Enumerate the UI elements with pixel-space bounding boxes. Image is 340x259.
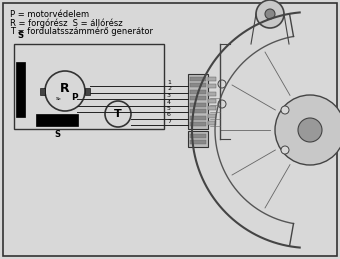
- Circle shape: [256, 0, 284, 28]
- Text: R: R: [60, 82, 70, 95]
- Text: 5: 5: [167, 106, 171, 111]
- Bar: [188, 74, 208, 129]
- Bar: [190, 134, 206, 138]
- Bar: [188, 131, 208, 147]
- Circle shape: [281, 146, 289, 154]
- Text: 3: 3: [167, 93, 171, 98]
- Bar: [190, 77, 206, 81]
- Bar: [208, 114, 216, 118]
- Bar: [208, 92, 216, 96]
- Bar: [190, 90, 206, 94]
- Circle shape: [45, 71, 85, 111]
- Bar: [208, 84, 216, 88]
- Bar: [190, 83, 206, 87]
- Circle shape: [275, 95, 340, 165]
- Text: P: P: [71, 93, 77, 103]
- Circle shape: [298, 118, 322, 142]
- Bar: [190, 122, 206, 126]
- Circle shape: [105, 101, 131, 127]
- Bar: [85, 88, 90, 95]
- Text: R = forgórész  S = állórész: R = forgórész S = állórész: [10, 18, 123, 27]
- Circle shape: [218, 80, 226, 88]
- Bar: [190, 96, 206, 100]
- Bar: [16, 62, 25, 117]
- Text: P = motorvédelem: P = motorvédelem: [10, 10, 89, 19]
- Text: T: T: [114, 109, 122, 119]
- Bar: [190, 103, 206, 107]
- Text: S: S: [17, 31, 23, 40]
- Text: 1: 1: [167, 80, 171, 85]
- Text: sₑ: sₑ: [56, 96, 62, 100]
- Bar: [40, 88, 45, 95]
- Bar: [208, 99, 216, 103]
- Text: S: S: [54, 130, 60, 139]
- Bar: [208, 106, 216, 110]
- Bar: [208, 77, 216, 81]
- Text: T = fordulatsszámmérő generátor: T = fordulatsszámmérő generátor: [10, 26, 153, 35]
- Text: 2: 2: [167, 87, 171, 91]
- Text: 6: 6: [167, 112, 171, 118]
- Bar: [190, 140, 206, 144]
- Text: 7: 7: [167, 119, 171, 124]
- Bar: [36, 114, 78, 126]
- Circle shape: [265, 9, 275, 19]
- Bar: [208, 121, 216, 125]
- Bar: [190, 109, 206, 113]
- Circle shape: [281, 106, 289, 114]
- Circle shape: [218, 100, 226, 108]
- Bar: [14, 44, 164, 129]
- Bar: [190, 116, 206, 120]
- Text: 4: 4: [167, 99, 171, 104]
